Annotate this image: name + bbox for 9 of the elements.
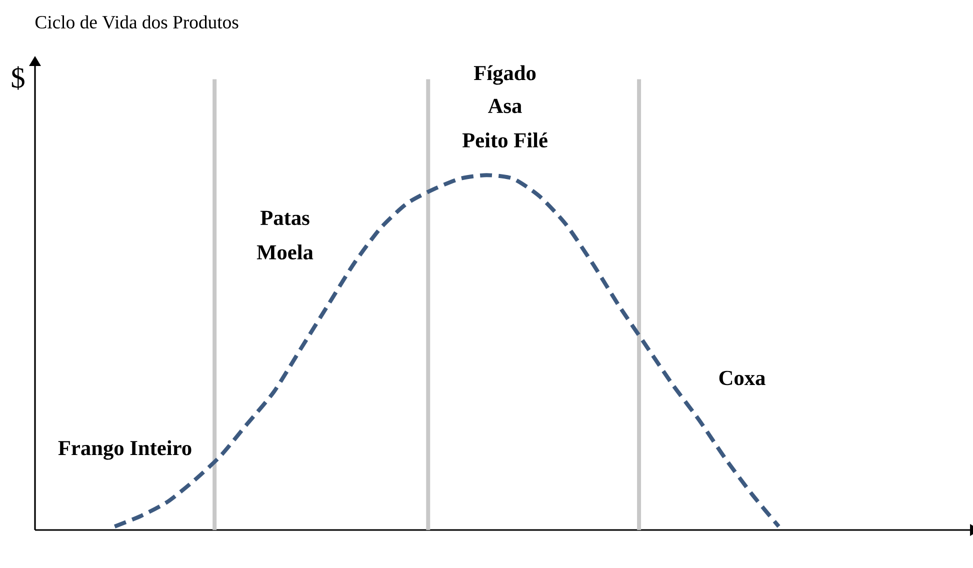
- annotation: Coxa: [719, 370, 766, 386]
- text: Peito Filé: [462, 132, 548, 148]
- text: Fígado: [474, 65, 536, 85]
- annotation: Moela: [256, 244, 314, 260]
- y-axis-title: $: [12, 66, 24, 90]
- annotation: Frango Inteiro: [58, 440, 192, 460]
- annotation: Patas: [260, 210, 310, 226]
- chart-title: Ciclo de Vida dos Produtos: [35, 15, 238, 29]
- text: Asa: [488, 98, 522, 114]
